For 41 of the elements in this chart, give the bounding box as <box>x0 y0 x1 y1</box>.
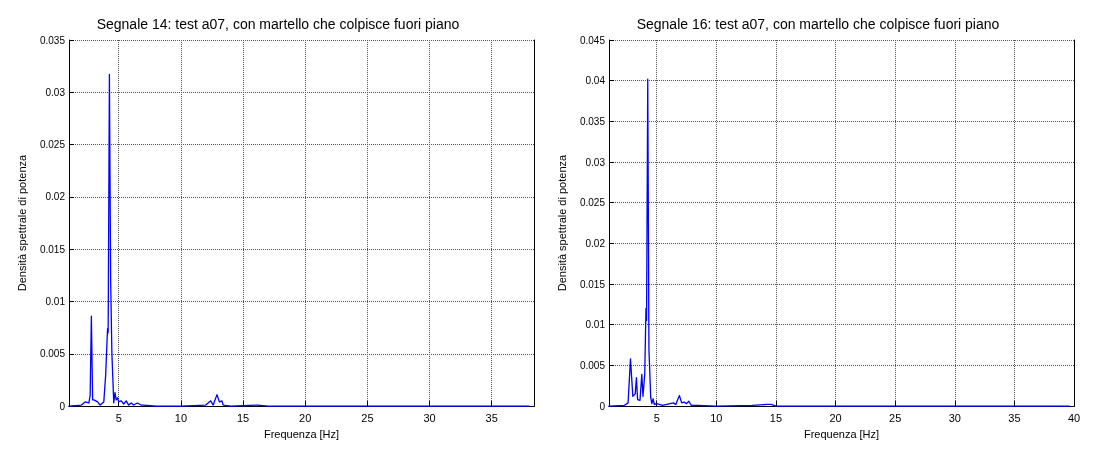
x-tick-label: 20 <box>299 411 312 424</box>
y-tick-label: 0.015 <box>39 243 66 255</box>
line-series <box>608 78 1070 407</box>
y-tick-label: 0.03 <box>585 156 606 168</box>
y-tick-label: 0.01 <box>45 296 66 307</box>
x-tick-label: 30 <box>948 411 961 424</box>
y-tick-label: 0.005 <box>39 348 66 360</box>
x-tick-label: 35 <box>1008 411 1021 424</box>
y-tick-label: 0.02 <box>45 191 66 203</box>
y-axis-title: Densità spettrale di potenza <box>555 153 568 292</box>
x-tick-label: 20 <box>829 411 842 424</box>
x-tick-label: 5 <box>115 411 122 424</box>
chart-title: Segnale 14: test a07, con martello che colpisce fuori piano <box>96 16 460 32</box>
y-tick-label: 0.01 <box>585 319 606 331</box>
x-tick-label: 15 <box>236 411 250 424</box>
y-tick-label: 0.04 <box>585 75 606 87</box>
y-tick-label: 0.02 <box>585 237 606 249</box>
y-tick-label: 0.025 <box>579 197 606 209</box>
x-tick-label: 10 <box>710 411 723 424</box>
y-axis-title: Densità spettrale di potenza <box>15 153 28 292</box>
y-tick-label: 0 <box>599 400 606 412</box>
x-tick-label: 25 <box>361 411 374 424</box>
line-series <box>68 73 530 407</box>
x-tick-label: 15 <box>769 411 783 424</box>
chart-title: Segnale 16: test a07, con martello che colpisce fuori piano <box>636 16 1000 32</box>
y-tick-label: 0.03 <box>45 86 66 98</box>
y-tick-label: 0.015 <box>579 278 606 290</box>
x-tick-label: 30 <box>423 411 436 424</box>
x-tick-label: 5 <box>653 411 660 424</box>
x-tick-label: 40 <box>1067 411 1081 424</box>
x-tick-label: 35 <box>485 411 498 424</box>
y-tick-label: 0.045 <box>579 34 606 46</box>
x-tick-label: 25 <box>889 411 902 424</box>
x-axis-title: Frequenza [Hz] <box>803 427 880 440</box>
y-tick-label: 0.005 <box>579 359 606 371</box>
x-axis-title: Frequenza [Hz] <box>263 427 340 440</box>
x-tick-label: 10 <box>174 411 188 424</box>
y-tick-label: 0.035 <box>579 115 606 127</box>
y-tick-label: 0 <box>59 400 66 412</box>
y-tick-label: 0.025 <box>39 139 66 151</box>
y-tick-label: 0.035 <box>39 34 66 46</box>
